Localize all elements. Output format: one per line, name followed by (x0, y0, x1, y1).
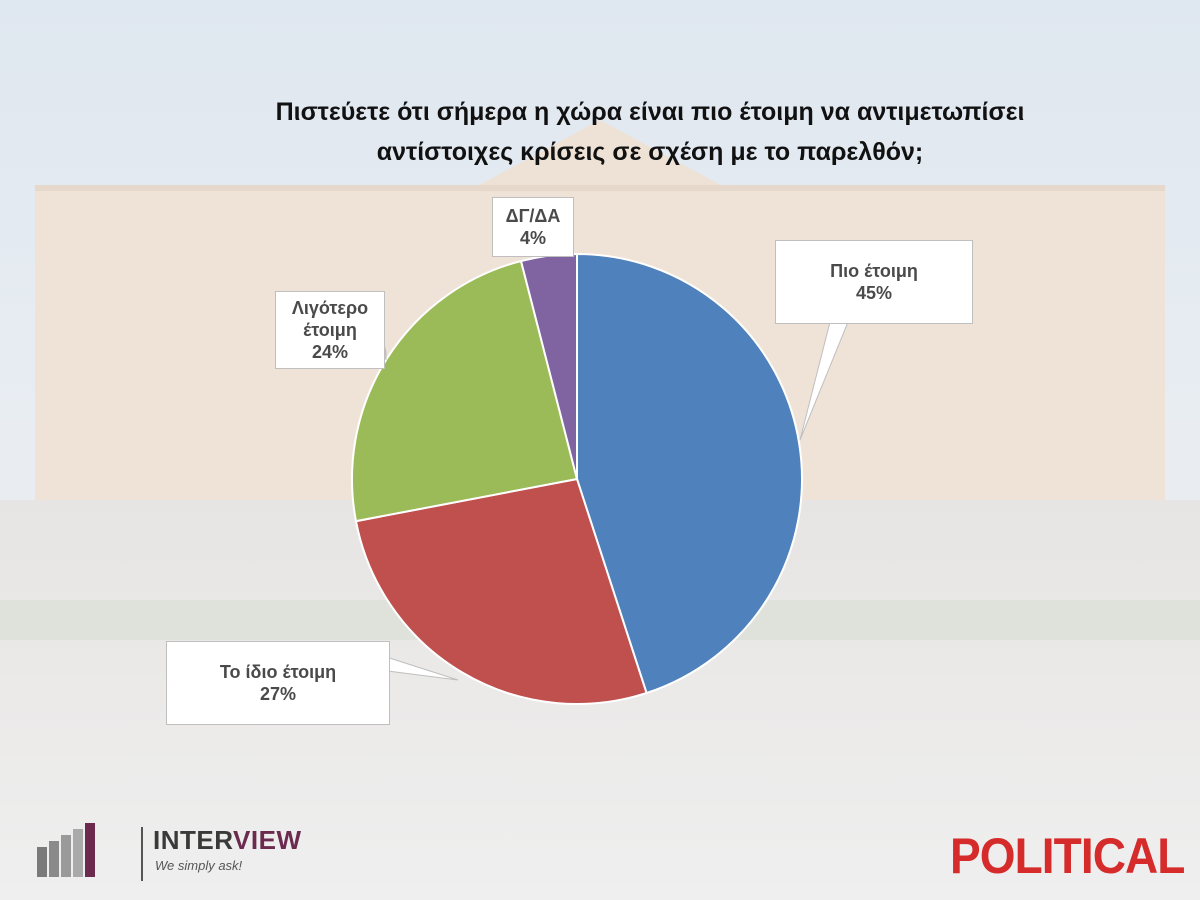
slice-label-more-ready: Πιο έτοιμη 45% (775, 240, 973, 324)
slice-value-text: 24% (311, 342, 349, 362)
slice-value-text: 4% (519, 228, 546, 248)
slice-label-equally-ready: Το ίδιο έτοιμη 27% (166, 641, 390, 725)
slice-value-text: 27% (259, 684, 297, 704)
slice-label-text: Πιο έτοιμη (830, 261, 918, 281)
slice-label-text: Το ίδιο έτοιμη (219, 662, 337, 682)
slice-label-text: έτοιμη (303, 320, 357, 340)
slice-label-dk-na: ΔΓ/ΔΑ 4% (492, 197, 574, 257)
interview-logo-name: INTERVIEW (153, 825, 302, 855)
slice-label-text: ΔΓ/ΔΑ (505, 206, 561, 226)
pie-slice-equally-ready (354, 477, 648, 705)
logo-divider (141, 827, 143, 881)
pie-slice-less-ready (351, 259, 579, 523)
interview-logo-tagline: We simply ask! (155, 858, 243, 873)
interview-bars-icon (37, 823, 95, 877)
slice-label-less-ready: Λιγότερο έτοιμη 24% (275, 291, 385, 369)
chart-title-line-2: αντίστοιχες κρίσεις σε σχέση με το παρελ… (376, 138, 924, 166)
chart-title-line-1: Πιστεύετε ότι σήμερα η χώρα είναι πιο έτ… (275, 98, 1025, 126)
interview-logo: INTERVIEW We simply ask! (37, 823, 307, 883)
slice-value-text: 45% (855, 283, 893, 303)
callout-pointer-more-ready (799, 321, 849, 441)
political-logo: POLITICAL (950, 828, 1185, 884)
chart-title: Πιστεύετε ότι σήμερα η χώρα είναι πιο έτ… (160, 92, 1140, 172)
slice-label-text: Λιγότερο (291, 298, 369, 318)
pie-slice-more-ready (576, 252, 803, 695)
